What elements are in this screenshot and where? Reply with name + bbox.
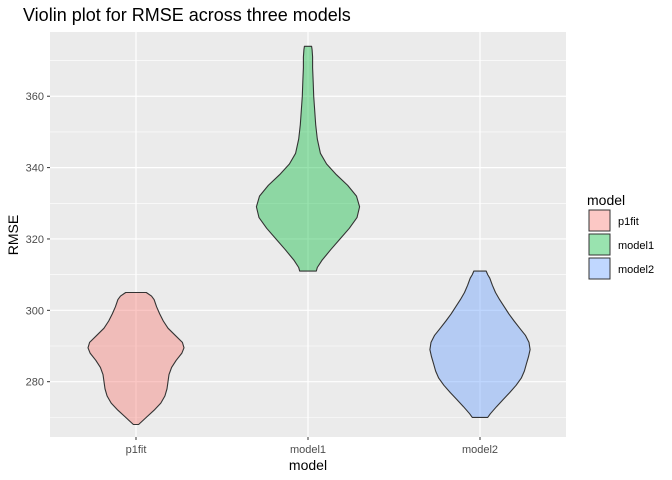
x-axis-title: model	[289, 457, 327, 473]
legend-label-model2: model2	[618, 264, 654, 276]
violins	[87, 45, 531, 426]
legend-label-model1: model1	[618, 240, 654, 252]
violin-model2	[429, 270, 531, 418]
legend-label-p1fit: p1fit	[618, 216, 639, 228]
y-tick-label: 320	[26, 234, 44, 246]
legend-key-p1fit	[588, 209, 611, 232]
legend-title: model	[587, 192, 625, 208]
chart-title: Violin plot for RMSE across three models	[23, 5, 351, 25]
y-axis: 280 300 320 340 360	[26, 91, 50, 389]
y-tick-label: 300	[26, 305, 44, 317]
x-tick-label: model1	[290, 444, 326, 456]
y-tick-label: 280	[26, 377, 44, 389]
y-tick-label: 340	[26, 163, 44, 175]
violin-model1	[255, 45, 361, 272]
legend-key-model1	[588, 233, 611, 256]
legend: model p1fit model1 model2	[587, 192, 654, 280]
x-tick-label: p1fit	[126, 444, 147, 456]
x-tick-label: model2	[462, 444, 498, 456]
x-axis: p1fit model1 model2	[126, 437, 498, 456]
y-tick-label: 360	[26, 91, 44, 103]
y-axis-title: RMSE	[5, 215, 21, 255]
major-gridlines	[50, 32, 566, 437]
legend-key-model2	[588, 257, 611, 280]
violin-p1fit	[87, 291, 185, 426]
